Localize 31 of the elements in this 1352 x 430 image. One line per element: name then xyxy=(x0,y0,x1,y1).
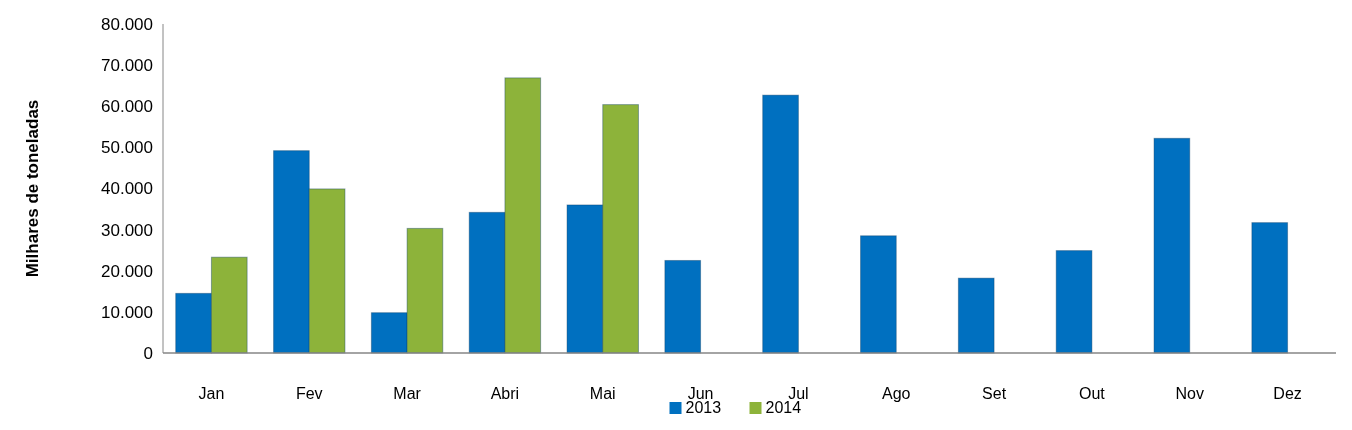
x-tick-label: Fev xyxy=(295,384,323,402)
bar xyxy=(860,235,897,354)
y-tick-label: 60.000 xyxy=(101,97,153,117)
bar xyxy=(1153,137,1191,354)
legend-label: 2013 xyxy=(685,399,722,416)
y-tick-label: 20.000 xyxy=(101,261,153,281)
y-tick-label: 70.000 xyxy=(101,56,153,76)
x-tick-label: Abri xyxy=(490,384,520,402)
bar xyxy=(957,277,995,354)
y-tick-label: 30.000 xyxy=(101,220,153,240)
bar xyxy=(762,94,799,354)
bar xyxy=(1055,250,1093,354)
x-tick-label: Set xyxy=(982,384,1007,402)
x-tick-label: Mai xyxy=(589,384,616,402)
y-tick-label: 80.000 xyxy=(101,14,153,34)
x-tick-label: Out xyxy=(1079,384,1106,402)
x-tick-label: Mar xyxy=(393,384,422,402)
y-axis-title: Milhares de toneladas xyxy=(23,99,42,278)
y-tick-label: 50.000 xyxy=(101,138,153,158)
y-tick-label: 0 xyxy=(143,343,153,363)
y-tick-label: 10.000 xyxy=(101,302,153,322)
legend-label: 2014 xyxy=(765,399,802,416)
x-tick-label: Jul xyxy=(788,384,809,402)
x-tick-label: Jan xyxy=(198,384,225,402)
x-tick-label: Nov xyxy=(1175,384,1204,402)
bar xyxy=(1251,222,1289,354)
x-tick-label: Jun xyxy=(687,384,714,402)
x-tick-label: Dez xyxy=(1273,384,1302,402)
x-tick-label: Ago xyxy=(882,384,911,402)
y-tick-label: 40.000 xyxy=(101,179,153,199)
bar xyxy=(664,259,702,354)
